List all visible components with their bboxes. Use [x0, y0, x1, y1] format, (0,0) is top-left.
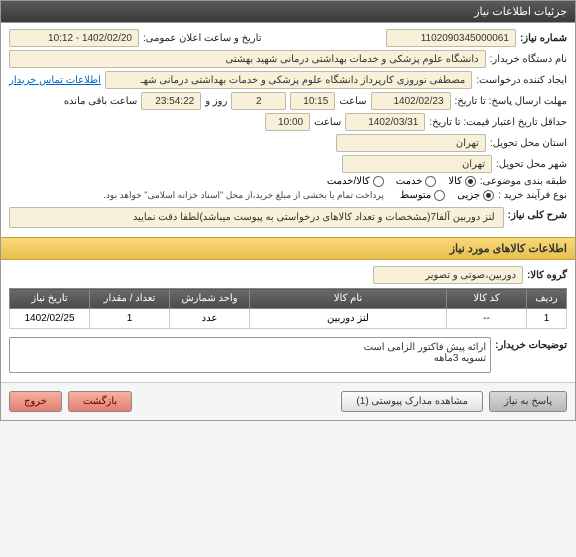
cell-row: 1 [527, 309, 567, 329]
radio-service[interactable]: خدمت [396, 176, 437, 187]
radio-dot-icon [425, 176, 436, 187]
radio-goods[interactable]: کالا [448, 176, 476, 187]
buyer-notes-value[interactable] [9, 337, 491, 373]
process-label: نوع فرآیند خرید : [498, 190, 567, 201]
remain-label: ساعت باقی مانده [64, 96, 137, 107]
details-panel: جزئیات اطلاعات نیاز شماره نیاز: 11020903… [0, 0, 576, 421]
deadline-time: 10:15 [290, 92, 335, 110]
buyer-value: دانشگاه علوم پزشکی و خدمات بهداشتی درمان… [9, 50, 486, 68]
time-label-1: ساعت [339, 96, 366, 107]
items-content: گروه کالا: دوربین،صوتی و تصویر ردیف کد ک… [1, 260, 575, 382]
radio-both[interactable]: کالا/خدمت [327, 176, 384, 187]
announce-label: تاریخ و ساعت اعلان عمومی: [143, 33, 262, 44]
radio-medium[interactable]: متوسط [400, 190, 445, 201]
cell-unit: عدد [170, 309, 250, 329]
cell-qty: 1 [90, 309, 170, 329]
countdown-value: 23:54:22 [141, 92, 201, 110]
radio-dot-icon [483, 190, 494, 201]
col-qty: تعداد / مقدار [90, 289, 170, 309]
cell-code: -- [447, 309, 527, 329]
group-label: گروه کالا: [527, 270, 567, 281]
items-table: ردیف کد کالا نام کالا واحد شمارش تعداد /… [9, 288, 567, 329]
cell-name: لنز دوربین [250, 309, 447, 329]
deadline-label: مهلت ارسال پاسخ: تا تاریخ: [455, 96, 567, 107]
button-bar: پاسخ به نیاز مشاهده مدارک پیوستی (1) باز… [1, 382, 575, 420]
table-row[interactable]: 1 -- لنز دوربین عدد 1 1402/02/25 [10, 309, 567, 329]
buyer-notes-label: توضیحات خریدار: [495, 337, 567, 351]
back-button[interactable]: بازگشت [68, 391, 132, 412]
process-group: جزیی متوسط [400, 190, 494, 201]
creator-label: ایجاد کننده درخواست: [476, 75, 567, 86]
classification-label: طبقه بندی موضوعی: [480, 176, 567, 187]
time-label-2: ساعت [314, 117, 341, 128]
delivery-city: تهران [342, 155, 492, 173]
attachments-button[interactable]: مشاهده مدارک پیوستی (1) [341, 391, 483, 412]
group-value: دوربین،صوتی و تصویر [373, 266, 523, 284]
delivery-city-label: شهر محل تحویل: [496, 159, 567, 170]
delivery-province: تهران [336, 134, 486, 152]
col-date: تاریخ نیاز [10, 289, 90, 309]
col-row: ردیف [527, 289, 567, 309]
deadline-date: 1402/02/23 [371, 92, 451, 110]
exit-button[interactable]: خروج [9, 391, 62, 412]
days-label: روز و [205, 96, 227, 107]
req-no-value: 1102090345000061 [386, 29, 516, 47]
col-unit: واحد شمارش [170, 289, 250, 309]
respond-button[interactable]: پاسخ به نیاز [489, 391, 567, 412]
valid-label: حداقل تاریخ اعتبار قیمت: تا تاریخ: [429, 117, 567, 128]
radio-minor[interactable]: جزیی [457, 190, 494, 201]
contact-link[interactable]: اطلاعات تماس خریدار [9, 75, 101, 86]
req-no-label: شماره نیاز: [520, 33, 567, 44]
table-header-row: ردیف کد کالا نام کالا واحد شمارش تعداد /… [10, 289, 567, 309]
radio-dot-icon [373, 176, 384, 187]
radio-dot-icon [434, 190, 445, 201]
items-section-header: اطلاعات کالاهای مورد نیاز [1, 237, 575, 260]
valid-date: 1402/03/31 [345, 113, 425, 131]
panel-title: جزئیات اطلاعات نیاز [1, 1, 575, 23]
desc-value: لنز دوربین آلفا7(مشخصات و تعداد کالاهای … [9, 207, 504, 228]
classification-group: کالا خدمت کالا/خدمت [327, 176, 476, 187]
buyer-label: نام دستگاه خریدار: [490, 54, 567, 65]
announce-value: 1402/02/20 - 10:12 [9, 29, 139, 47]
radio-dot-icon [465, 176, 476, 187]
payment-note: پرداخت تمام یا بخشی از مبلغ خرید،از محل … [103, 190, 383, 201]
col-name: نام کالا [250, 289, 447, 309]
form-content: شماره نیاز: 1102090345000061 تاریخ و ساع… [1, 23, 575, 237]
creator-value: مصطفی نوروزی کارپرداز دانشگاه علوم پزشکی… [105, 71, 472, 89]
days-remaining: 2 [231, 92, 286, 110]
delivery-province-label: استان محل تحویل: [490, 138, 567, 149]
valid-time: 10:00 [265, 113, 310, 131]
cell-date: 1402/02/25 [10, 309, 90, 329]
desc-label: شرح کلی نیاز: [508, 207, 567, 221]
col-code: کد کالا [447, 289, 527, 309]
